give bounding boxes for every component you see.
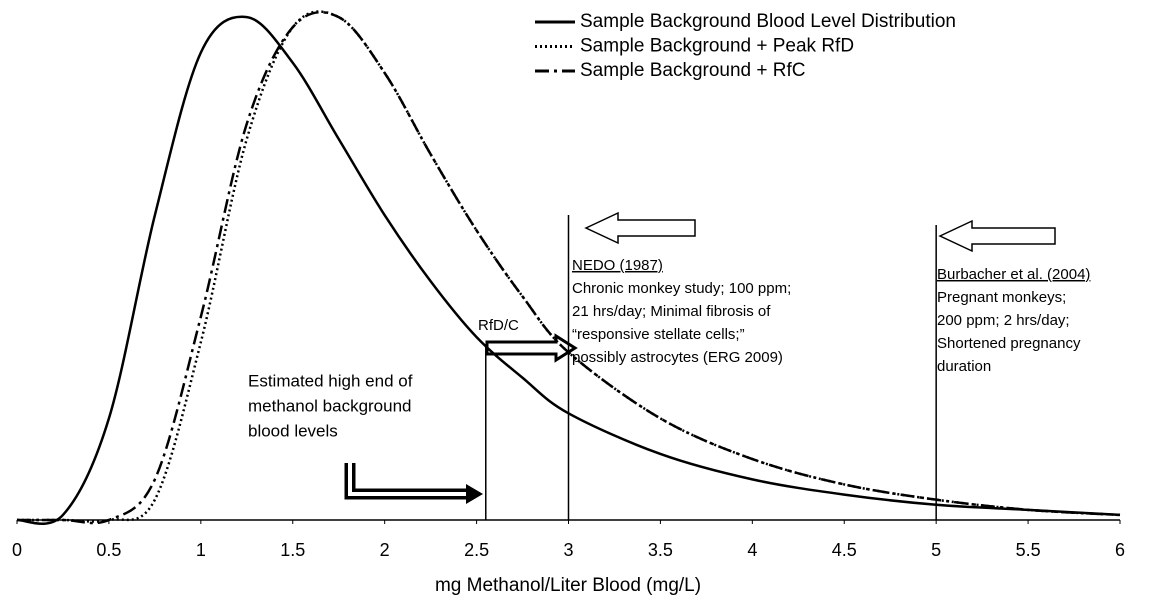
- x-axis-label: mg Methanol/Liter Blood (mg/L): [435, 575, 701, 596]
- arrow: [485, 333, 578, 363]
- x-tick-label: 3: [563, 540, 573, 560]
- x-tick-label: 0: [12, 540, 22, 560]
- x-tick-label: 3.5: [648, 540, 673, 560]
- arrow: [938, 219, 1056, 253]
- annotation: “responsive stellate cells;”: [572, 326, 745, 343]
- x-tick-label: 0.5: [96, 540, 121, 560]
- annotation-title: NEDO (1987): [572, 257, 663, 274]
- annotation: Estimated high end of: [248, 371, 413, 390]
- arrow: [584, 211, 696, 245]
- annotation: Pregnant monkeys;: [937, 289, 1066, 306]
- x-tick-label: 4: [747, 540, 757, 560]
- curve: [17, 10, 1121, 523]
- x-tick-label: 6: [1115, 540, 1125, 560]
- annotation: methanol background: [248, 396, 412, 415]
- legend-label: Sample Background + RfC: [580, 60, 805, 81]
- x-tick-label: 5: [931, 540, 941, 560]
- x-tick-label: 4.5: [832, 540, 857, 560]
- annotation: Shortened pregnancy: [937, 335, 1081, 352]
- legend-label: Sample Background Blood Level Distributi…: [580, 11, 956, 32]
- x-tick-label: 1: [196, 540, 206, 560]
- annotation: blood levels: [248, 421, 338, 440]
- annotation: possibly astrocytes (ERG 2009): [572, 349, 783, 366]
- annotation: 21 hrs/day; Minimal fibrosis of: [572, 303, 771, 320]
- arrow-head: [466, 484, 483, 504]
- curve: [16, 15, 1121, 525]
- annotation: duration: [937, 358, 991, 375]
- arrow: [344, 463, 468, 500]
- annotation: 200 ppm; 2 hrs/day;: [937, 312, 1070, 329]
- arrow: [348, 463, 468, 496]
- annotation: RfD/C: [478, 317, 519, 334]
- annotation-title: Burbacher et al. (2004): [937, 266, 1090, 283]
- x-tick-label: 2: [380, 540, 390, 560]
- x-tick-label: 5.5: [1016, 540, 1041, 560]
- annotation: Chronic monkey study; 100 ppm;: [572, 280, 791, 297]
- x-tick-label: 2.5: [464, 540, 489, 560]
- curve: [17, 11, 1121, 525]
- legend-label: Sample Background + Peak RfD: [580, 36, 854, 57]
- x-tick-label: 1.5: [280, 540, 305, 560]
